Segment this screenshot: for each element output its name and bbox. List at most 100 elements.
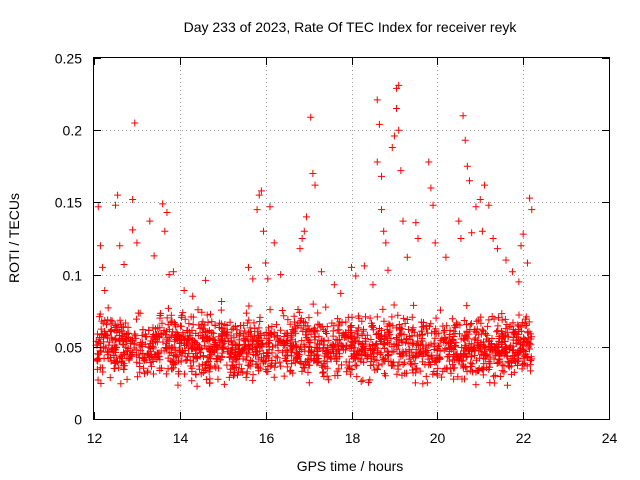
data-point [334,341,342,349]
data-point [159,338,167,346]
data-point [433,371,441,379]
data-point [389,322,397,330]
data-point [477,319,485,327]
data-point [502,256,510,264]
data-point [479,371,487,379]
data-point [196,352,204,360]
data-point [260,227,268,235]
data-point [244,349,252,357]
data-point [463,302,471,310]
data-point [490,372,498,380]
data-point [107,319,115,327]
data-point [162,344,170,352]
data-point [185,320,193,328]
data-point [99,368,107,376]
data-point [263,352,271,360]
data-point [229,372,237,380]
data-point [406,335,414,343]
data-point [342,318,350,326]
data-point [397,337,405,345]
data-point [177,313,185,321]
data-point [346,323,354,331]
data-point [122,319,130,327]
data-point [457,235,465,242]
data-point [105,338,113,346]
data-point [335,335,343,343]
data-point [399,338,407,346]
data-point [510,368,518,376]
data-point [144,367,152,375]
data-point [158,319,166,327]
data-point [263,335,271,343]
data-point [347,323,355,331]
data-point [335,365,343,373]
data-point [458,356,466,364]
data-point [288,346,296,354]
data-point [246,324,254,332]
data-point [242,356,250,364]
data-point [235,360,243,368]
data-point [101,316,109,324]
data-point [300,322,308,330]
data-point [145,326,153,334]
data-point [369,323,377,331]
data-point [454,373,462,381]
data-point [185,328,193,336]
data-point [125,356,133,364]
data-point [335,326,343,334]
data-point [111,321,119,329]
data-point [323,330,331,338]
data-point [515,278,523,286]
data-point [207,310,215,318]
data-point [192,370,200,378]
data-point [441,334,449,342]
data-point [495,350,503,358]
data-point [266,306,274,314]
data-point [238,348,246,356]
data-point [380,355,388,363]
data-point [419,318,427,326]
data-point [123,375,131,383]
data-point [394,311,402,319]
data-point [485,337,493,345]
data-point [174,336,182,344]
data-point [427,340,435,348]
data-point [514,357,522,365]
data-point [384,266,392,274]
data-point [385,320,393,328]
data-point [137,339,145,347]
data-point [114,358,122,366]
data-point [218,325,226,333]
data-point [184,336,192,344]
data-point [412,219,420,227]
data-point [120,260,128,268]
data-point [119,340,127,348]
data-point [329,332,337,340]
data-point [461,136,469,144]
data-point [433,345,441,353]
x-tick-label: 18 [345,430,361,446]
data-point [208,318,216,326]
data-point [116,354,124,362]
data-point [523,354,531,362]
data-point [385,329,393,337]
data-point [151,331,159,339]
data-point [272,352,280,360]
data-point [408,313,416,321]
data-point [307,351,315,359]
data-point [435,354,443,362]
data-point [304,368,312,376]
data-point [167,349,175,357]
data-point [187,313,195,321]
x-tick-label: 16 [259,430,275,446]
data-point [475,346,483,354]
data-point [503,321,511,329]
data-point [103,348,111,356]
data-point [150,370,158,378]
data-point [401,319,409,327]
data-point [509,319,517,327]
data-point [465,330,473,338]
data-point [374,329,382,337]
data-point [140,364,148,372]
data-point [526,194,534,202]
